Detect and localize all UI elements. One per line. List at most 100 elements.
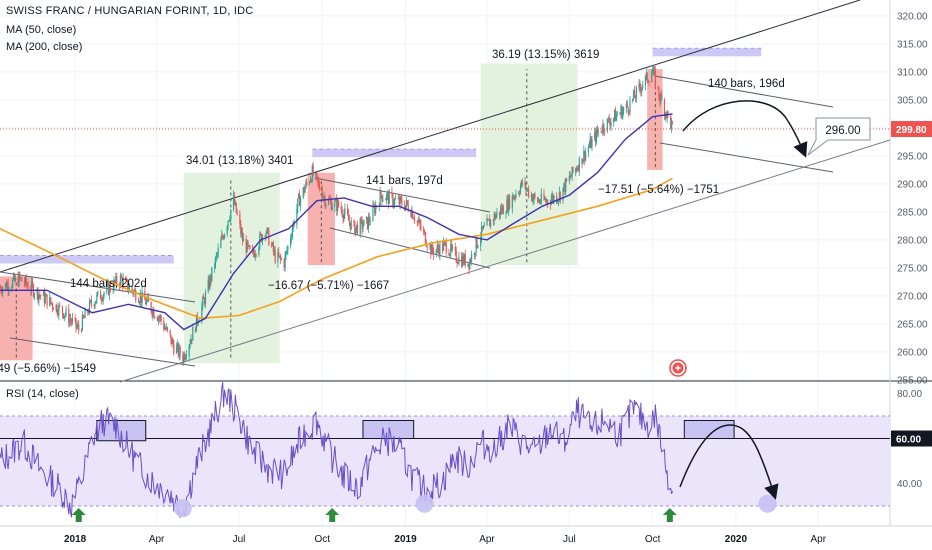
candle-body [306,181,308,184]
candle-body [667,111,669,116]
candle-body [157,317,160,321]
candle [90,295,93,308]
candle [658,86,660,101]
candle [209,273,211,291]
candle [299,195,302,212]
candle [613,117,615,128]
candle-body [645,72,647,76]
candle-body [369,220,371,222]
candle [298,192,300,199]
candle [267,227,269,235]
candle [236,209,238,216]
candle-body [7,283,9,291]
candle [309,176,312,183]
candle [671,118,673,133]
candle [59,301,61,308]
candle [391,186,393,199]
candle-body [70,319,72,321]
candle-body [274,250,276,263]
candle-body [287,245,289,251]
candle [507,194,509,213]
candle [234,199,236,206]
candle-body [284,255,286,268]
candle-body [51,303,54,308]
candle [18,271,20,288]
candle [46,294,48,310]
candle [417,216,419,226]
candle-body [565,178,567,192]
candle-body [670,115,672,129]
candle [336,194,338,216]
candle [566,177,568,182]
candle-body [509,196,511,209]
candle-body [641,87,643,92]
candle [51,301,54,313]
candle-body [134,290,136,291]
price-tick-label: 265.00 [897,319,928,330]
candle-body [207,279,209,293]
candle-body [138,302,140,304]
candle-body [657,86,659,88]
oversold-marker-0 [173,499,192,518]
candle [615,111,618,122]
candle [500,203,503,215]
candle [585,147,587,162]
candle-body [469,259,471,270]
candle [533,193,535,204]
candle-body [241,232,243,235]
candle-body [348,220,350,223]
price-tick-label: 285.00 [897,207,928,218]
candle [112,284,114,295]
candle [217,243,219,259]
ma200-legend[interactable]: MA (200, close) [6,41,83,53]
candle-body [430,244,432,255]
candle [44,291,46,305]
candle [591,135,593,152]
candle-body [289,238,292,246]
candle-body [150,302,152,312]
candle-body [78,324,80,331]
candle-body [633,90,635,99]
candle [303,184,305,196]
candle [401,194,403,209]
candle-body [489,219,491,227]
candle [280,253,282,264]
candle [596,125,599,137]
candle [663,97,665,120]
candle [578,156,580,177]
candle-body [272,242,274,252]
rsi-legend[interactable]: RSI (14, close) [6,388,79,400]
candle-body [482,226,484,230]
candle [273,245,275,256]
candle [430,243,432,260]
candle-body [481,226,484,230]
candle [546,198,548,205]
add-alert-icon[interactable] [669,359,687,377]
candle [595,126,598,145]
candle-body [474,253,476,256]
candle [614,108,616,123]
candle [317,175,319,187]
candle-body [387,193,389,204]
candle [153,307,155,318]
candle-body [260,234,263,242]
candle [482,225,484,230]
candle [102,294,104,305]
candle [210,274,212,286]
candle [627,106,629,117]
candle-body [454,247,456,251]
candle-body [442,243,444,251]
candle-body [405,200,408,206]
candle [103,291,105,299]
candle [89,299,92,304]
candle [75,317,77,333]
candle-body [547,199,549,204]
candle [640,83,642,97]
candle-body [546,199,548,202]
ma50-legend[interactable]: MA (50, close) [6,24,77,36]
candle-body [595,129,598,142]
candle-body [658,87,660,97]
candle [284,251,286,272]
candle [246,239,248,253]
candle-body [153,309,155,317]
